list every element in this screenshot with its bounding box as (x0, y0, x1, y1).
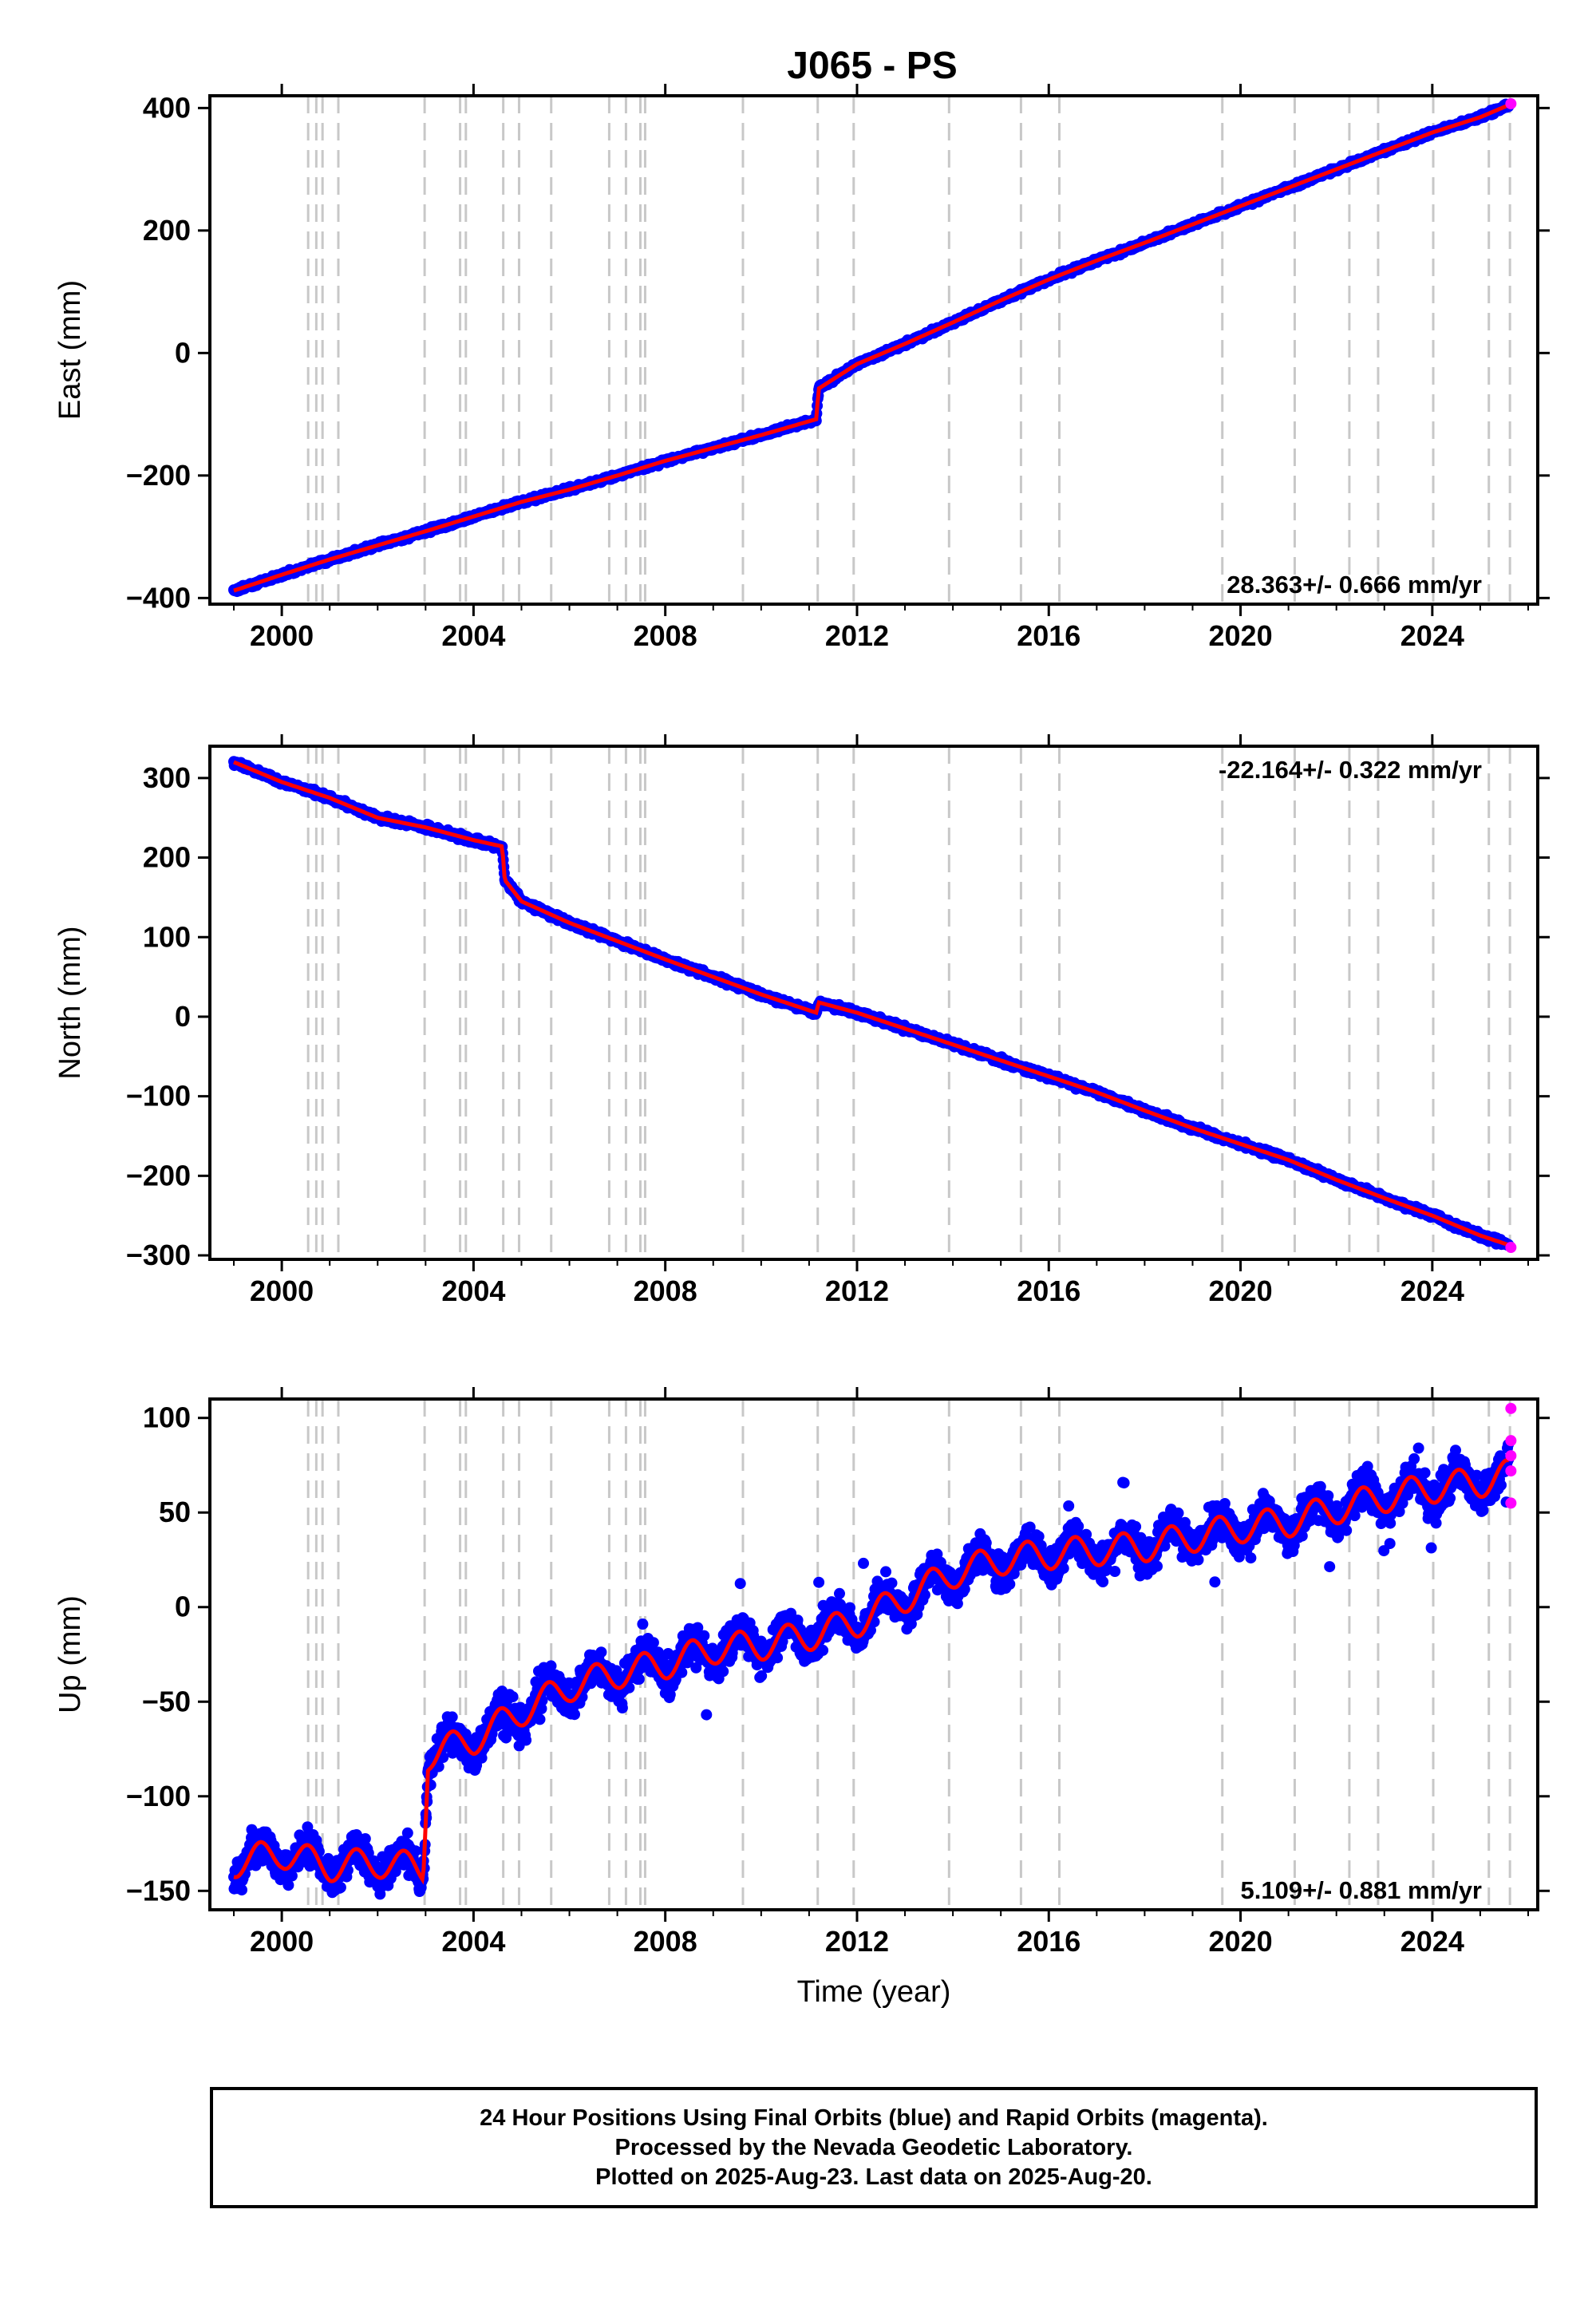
x-tick-label: 2004 (441, 1275, 505, 1307)
x-tick-label: 2020 (1209, 1275, 1273, 1307)
x-tick-label: 2016 (1017, 1275, 1080, 1307)
y-tick-label: 100 (143, 920, 191, 953)
rapid-orbit-point (1505, 1242, 1517, 1254)
x-tick-label: 2012 (825, 1275, 889, 1307)
panel-east: 2000 2004 2008 2012 2016 2020 2024 −400 −200 0 200… (53, 84, 1550, 652)
y-tick-label: −200 (126, 459, 191, 492)
y-tick-label: −200 (126, 1159, 191, 1192)
y-tick-label: −300 (126, 1239, 191, 1271)
model-fit-line (233, 103, 1511, 593)
y-tick-label: 200 (143, 841, 191, 874)
x-tick-label: 2000 (250, 1275, 314, 1307)
chart-title: J065 - PS (787, 45, 957, 87)
x-tick-label: 2016 (1017, 619, 1080, 652)
velocity-label: 28.363+/- 0.666 mm/yr (1227, 571, 1482, 599)
y-tick-label: −400 (126, 581, 191, 614)
x-tick-label: 2004 (441, 619, 505, 652)
y-axis-label: East (mm) (53, 280, 87, 420)
plot-frame (208, 94, 1539, 606)
x-tick-label: 2024 (1400, 1275, 1464, 1307)
plot-frame (208, 745, 1539, 1261)
x-tick-label: 2008 (634, 1275, 697, 1307)
y-tick-label: 300 (143, 761, 191, 794)
y-tick-label: −100 (126, 1080, 191, 1113)
y-tick-label: 0 (175, 1000, 191, 1033)
y-tick-label: 200 (143, 214, 191, 247)
x-tick-label: 2020 (1209, 619, 1273, 652)
panel-north: 2000 2004 2008 2012 2016 2020 2024−300−200−100… (53, 734, 1550, 1307)
x-tick-label: 2012 (825, 619, 889, 652)
x-tick-label: 2000 (250, 619, 314, 652)
y-tick-label: 400 (143, 91, 191, 124)
rapid-orbit-point (1505, 97, 1517, 109)
x-tick-label: 2008 (634, 619, 697, 652)
model-fit-line (232, 760, 1510, 1247)
x-tick-label: 2024 (1400, 619, 1464, 652)
y-tick-label: 0 (175, 336, 191, 369)
